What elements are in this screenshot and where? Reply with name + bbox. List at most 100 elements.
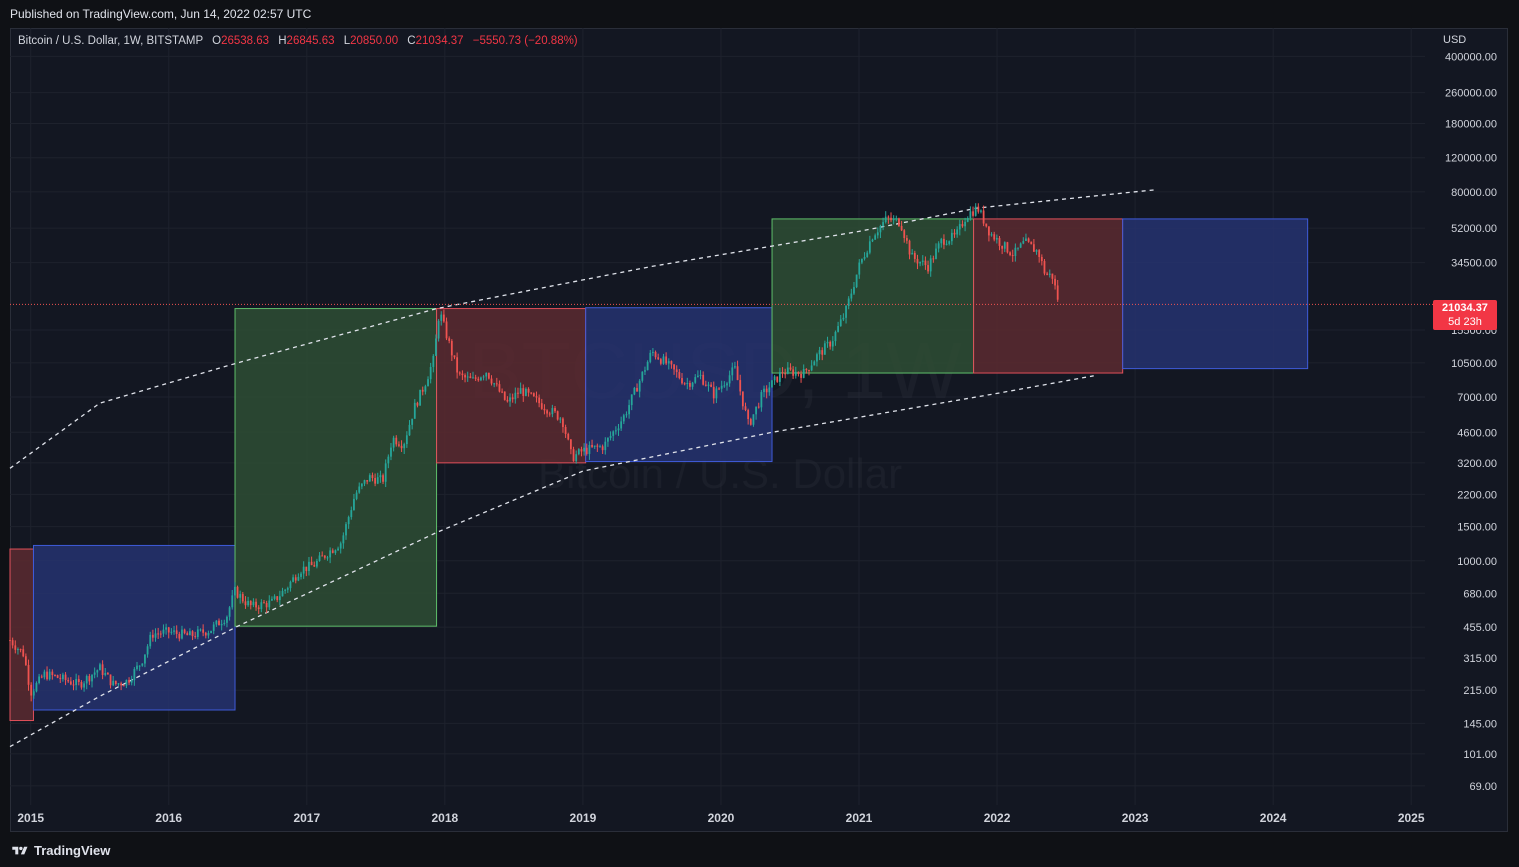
candle-body [371, 475, 374, 479]
candle-body [130, 680, 133, 683]
candle-body [990, 234, 993, 236]
candle-body [218, 620, 220, 626]
candle-body [1025, 238, 1027, 242]
red-cycle-box [9, 548, 34, 722]
symbol-label[interactable]: Bitcoin / U.S. Dollar, 1W, BITSTAMP [18, 35, 203, 47]
candle-body [167, 627, 170, 633]
candle-body [723, 385, 726, 387]
time-tick-label: 2019 [570, 811, 597, 825]
candle-body [887, 216, 890, 218]
candle-body [363, 480, 366, 484]
candle-body [448, 338, 451, 341]
candle-body [831, 341, 834, 347]
price-tick-label: 7000.00 [1457, 392, 1497, 404]
candle-body [69, 681, 72, 685]
candle-body [861, 258, 863, 263]
candle-body [294, 577, 297, 581]
time-tick-label: 2025 [1398, 811, 1425, 825]
candle-body [151, 634, 154, 638]
candle-body [196, 629, 199, 637]
candle-body [792, 369, 795, 376]
red-cycle-box [436, 308, 587, 464]
candle-body [821, 350, 824, 355]
candle-body [900, 225, 903, 231]
candle-body [498, 384, 501, 392]
candle-body [1017, 247, 1019, 249]
candle-body [781, 372, 784, 374]
blue-cycle-box [1122, 218, 1309, 370]
candle-body [818, 350, 821, 355]
candle-body [704, 384, 707, 386]
candle-body [678, 372, 681, 379]
tradingview-logo[interactable]: TradingView [10, 843, 110, 858]
candle-body [191, 631, 194, 637]
price-tick-label: 10500.00 [1451, 358, 1497, 370]
candle-body [297, 576, 300, 581]
candle-body [271, 598, 273, 601]
candle-body [453, 355, 456, 358]
candle-body [292, 577, 294, 582]
candle-body [667, 361, 670, 364]
green-cycle-box [771, 218, 975, 374]
candle-body [919, 261, 922, 264]
price-tick-label: 1500.00 [1457, 522, 1497, 534]
candle-body [810, 365, 813, 371]
candle-body [173, 630, 175, 632]
candle-body [1019, 243, 1022, 248]
candle-body [908, 240, 911, 255]
candle-body [487, 372, 490, 379]
candle-body [559, 418, 562, 420]
candle-body [686, 383, 689, 385]
candle-body [588, 445, 591, 454]
price-tick-label: 400000.00 [1445, 51, 1497, 63]
candle-body [1003, 242, 1006, 249]
candle-body [122, 685, 125, 687]
candle-body [35, 682, 38, 692]
candle-body [1009, 252, 1011, 256]
candle-body [868, 241, 871, 253]
candle-body [128, 679, 130, 683]
candle-body [744, 406, 747, 411]
candle-body [114, 680, 117, 685]
candle-body [215, 620, 218, 625]
price-tick-label: 180000.00 [1445, 119, 1497, 131]
candle-body [673, 364, 675, 370]
candle-body [593, 445, 596, 447]
candle-body [157, 633, 160, 635]
candle-body [607, 437, 609, 442]
candle-body [117, 683, 120, 685]
price-tick-label: 34500.00 [1451, 258, 1497, 270]
candle-body [141, 663, 144, 666]
candle-body [289, 581, 292, 589]
candle-body [569, 439, 572, 450]
candle-body [773, 376, 776, 381]
candle-body [353, 498, 355, 511]
axis-currency[interactable]: USD [1443, 34, 1467, 46]
candle-body [591, 445, 593, 447]
candle-body [736, 366, 739, 381]
candle-body [763, 388, 765, 393]
footer [0, 834, 1519, 867]
candle-body [739, 380, 742, 392]
candle-body [450, 340, 453, 356]
candle-body [62, 674, 64, 680]
candle-body [136, 665, 138, 670]
candle-body [284, 589, 287, 591]
candle-body [630, 394, 633, 406]
candle-body [32, 691, 35, 696]
candle-body [392, 437, 395, 448]
candle-body [670, 361, 673, 365]
candle-body [382, 475, 384, 482]
candle-body [59, 677, 62, 680]
candle-body [379, 475, 382, 478]
candle-body [223, 622, 226, 625]
candle-body [980, 210, 982, 212]
candle-body [514, 392, 517, 400]
candle-body [490, 378, 493, 384]
candle-body [1001, 245, 1004, 249]
candle-body [480, 377, 482, 381]
candle-body [731, 367, 734, 376]
candle-body [106, 672, 109, 675]
symbol-legend[interactable]: Bitcoin / U.S. Dollar, 1W, BITSTAMP O265… [18, 35, 578, 47]
